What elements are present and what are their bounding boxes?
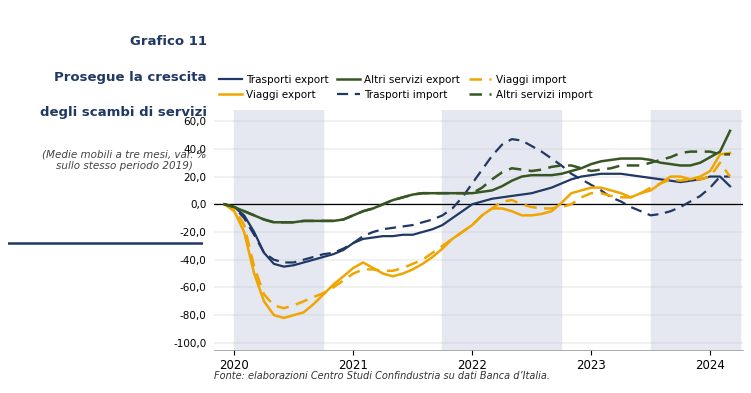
Bar xyxy=(650,110,740,350)
Text: Prosegue la crescita: Prosegue la crescita xyxy=(54,71,207,84)
Text: Fonte: elaborazioni Centro Studi Confindustria su dati Banca d’Italia.: Fonte: elaborazioni Centro Studi Confind… xyxy=(214,371,550,381)
Text: degli scambi di servizi: degli scambi di servizi xyxy=(40,106,207,119)
Bar xyxy=(442,110,562,350)
Bar xyxy=(234,110,324,350)
Text: Grafico 11: Grafico 11 xyxy=(129,35,207,48)
Text: (Medie mobili a tre mesi, var. %
sullo stesso periodo 2019): (Medie mobili a tre mesi, var. % sullo s… xyxy=(42,149,207,171)
Legend: Trasporti export, Viaggi export, Altri servizi export, Trasporti import, Viaggi : Trasporti export, Viaggi export, Altri s… xyxy=(219,75,593,100)
